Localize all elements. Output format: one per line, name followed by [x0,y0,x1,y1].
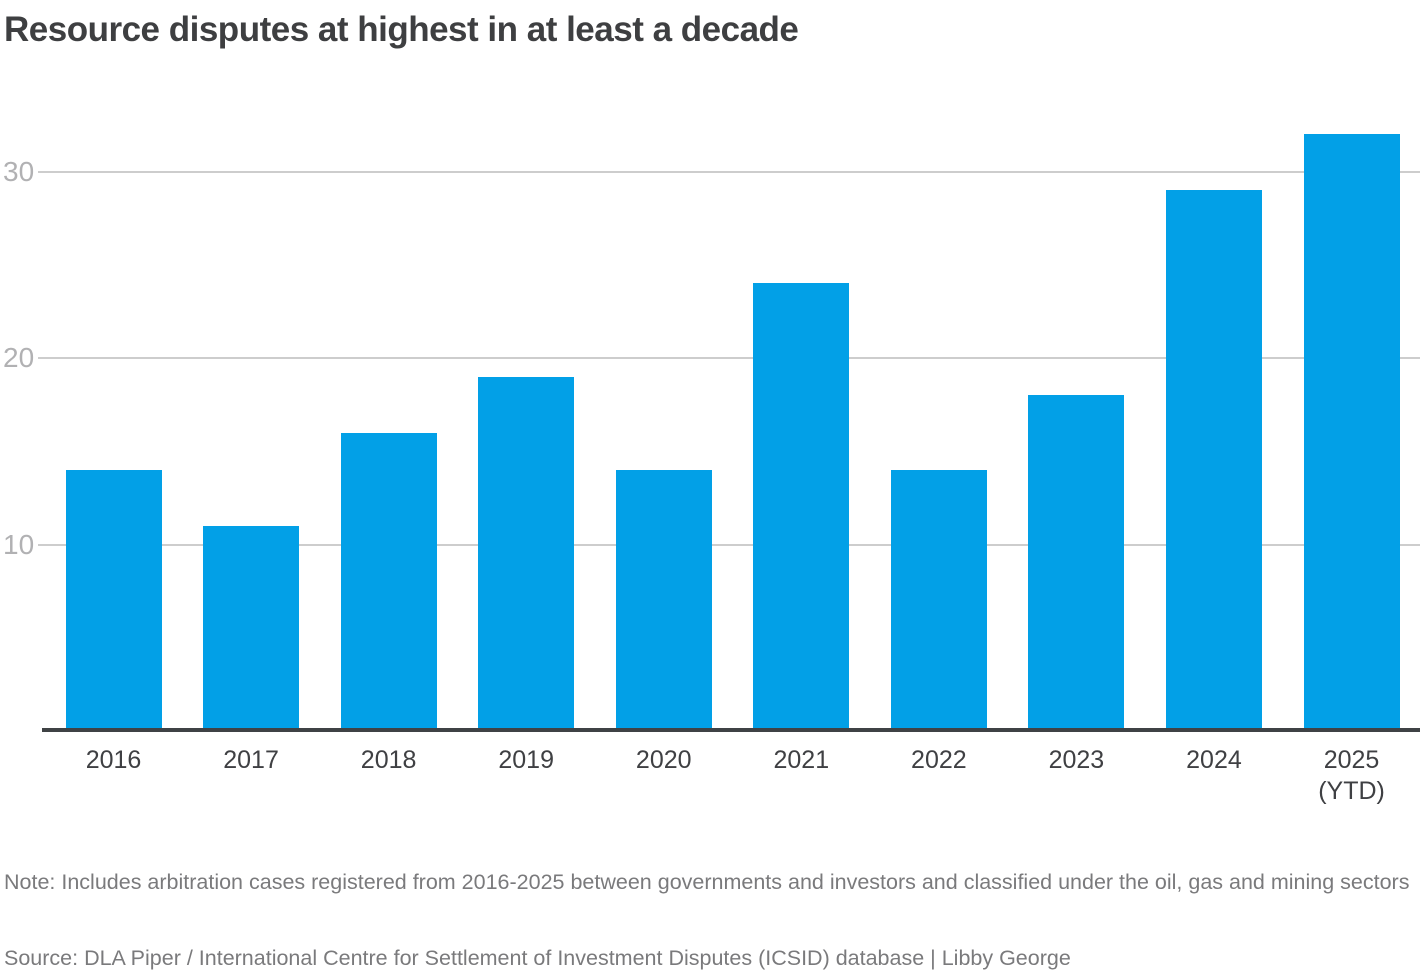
chart-title: Resource disputes at highest in at least… [4,10,799,49]
bar [478,376,575,731]
x-axis-tick-label: 2018 [309,745,469,776]
x-axis-tick-label: 2016 [34,745,194,776]
x-axis-tick-year: 2016 [85,746,142,774]
x-axis-tick-year: 2017 [223,746,279,774]
chart-plot-area: 10 20 30 2016 2017 2018 2019 2020 2021 2022 2023 20… [0,100,1420,805]
x-axis-tick-label: 2023 [996,745,1156,776]
bar [753,283,850,731]
bar [890,469,987,731]
x-axis-tick-year: 2019 [498,746,554,774]
gridline [38,170,1420,173]
y-axis-tick-label: 20 [3,342,35,373]
y-axis-tick-label: 30 [3,155,35,187]
x-axis-tick-label: 2017 [171,745,331,776]
gridline [38,357,1420,359]
x-axis-tick-label: 2019 [446,745,606,776]
x-axis-tick-label: 2024 [1134,745,1294,776]
bar [65,469,162,731]
chart-note: Note: Includes arbitration cases registe… [4,870,1410,894]
y-axis-tick-label: 10 [3,528,35,560]
x-axis-line [42,728,1420,732]
bar [203,525,300,731]
chart-source: Source: DLA Piper / International Centre… [4,946,1071,970]
x-axis-tick-label: 2025 (YTD) [1272,745,1420,807]
bar [615,469,712,731]
x-axis-tick-year: 2020 [635,746,692,774]
gridline [38,543,1420,546]
x-axis-tick-year: 2018 [360,746,417,774]
bar [1028,395,1125,731]
x-axis-tick-year: 2025 [1323,746,1380,774]
x-axis-tick-label: 2022 [859,745,1019,776]
x-axis-tick-year: 2023 [1048,746,1105,774]
x-axis-tick-year: 2024 [1186,746,1242,774]
x-axis-tick-sublabel: (YTD) [1318,777,1385,805]
x-axis-tick-label: 2021 [721,745,881,776]
bar [1303,134,1400,731]
x-axis-tick-year: 2022 [911,746,967,774]
bar [1165,190,1262,731]
x-axis-tick-year: 2021 [773,746,830,774]
bar [340,432,437,731]
x-axis-tick-label: 2020 [584,745,744,776]
